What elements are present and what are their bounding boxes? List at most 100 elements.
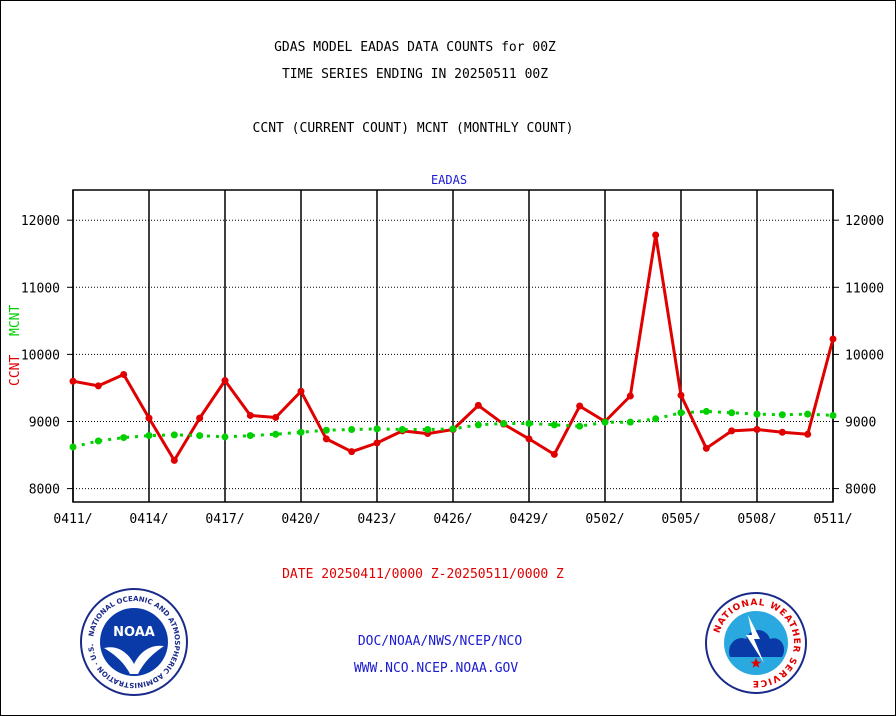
title-line-2: TIME SERIES ENDING IN 20250511 00Z — [282, 67, 548, 82]
data-point-mcnt — [677, 409, 685, 417]
data-point-mcnt — [297, 428, 305, 436]
data-point-mcnt — [424, 426, 432, 434]
y-tick-label-left: 12000 — [21, 214, 60, 229]
x-tick-label: 0420/ — [281, 512, 320, 527]
x-tick-label: 0505/ — [661, 512, 700, 527]
series — [69, 231, 837, 464]
y-tick-label-left: 11000 — [21, 281, 60, 296]
data-point-ccnt — [753, 426, 761, 434]
data-point-mcnt — [196, 432, 204, 440]
y-tick-label-left: 10000 — [21, 348, 60, 363]
x-tick-label: 0502/ — [585, 512, 624, 527]
x-tick-label: 0417/ — [205, 512, 244, 527]
data-point-mcnt — [550, 421, 558, 429]
plot-border — [72, 189, 834, 503]
org-line: DOC/NOAA/NWS/NCEP/NCO — [358, 634, 523, 649]
data-point-mcnt — [702, 407, 710, 415]
x-tick-label: 0508/ — [737, 512, 776, 527]
nws-logo-cloud-icon — [729, 630, 785, 657]
data-point-mcnt — [246, 432, 254, 440]
y-tick-label-right: 11000 — [845, 281, 884, 296]
data-point-ccnt — [196, 414, 204, 422]
data-point-ccnt — [728, 427, 736, 435]
data-point-ccnt — [69, 377, 77, 385]
data-point-ccnt — [170, 456, 178, 464]
data-point-ccnt — [322, 435, 330, 443]
data-point-ccnt — [272, 413, 280, 421]
data-point-mcnt — [829, 411, 837, 419]
data-point-mcnt — [728, 409, 736, 417]
y-tick-label-left: 8000 — [29, 483, 60, 498]
data-point-ccnt — [702, 444, 710, 452]
x-tick-label: 0426/ — [433, 512, 472, 527]
data-point-ccnt — [94, 382, 102, 390]
data-point-mcnt — [500, 419, 508, 427]
data-point-ccnt — [525, 435, 533, 443]
data-point-mcnt — [373, 425, 381, 433]
data-point-mcnt — [804, 410, 812, 418]
url-line: WWW.NCO.NCEP.NOAA.GOV — [354, 661, 519, 676]
y-tick-label-right: 12000 — [845, 214, 884, 229]
grid — [72, 190, 834, 502]
y-axis-label-group: CCNT MCNT — [8, 305, 23, 386]
y-tick-label-right: 8000 — [845, 483, 876, 498]
data-point-ccnt — [297, 387, 305, 395]
x-tick-label: 0429/ — [509, 512, 548, 527]
data-point-mcnt — [322, 426, 330, 434]
data-point-mcnt — [170, 431, 178, 439]
data-point-ccnt — [120, 371, 128, 379]
nws-logo-lightning-icon — [746, 615, 764, 663]
data-point-mcnt — [120, 434, 128, 442]
x-tick-label: 0414/ — [129, 512, 168, 527]
nws-logo-star-icon — [750, 657, 762, 668]
noaa-logo-gull-icon — [104, 645, 164, 674]
data-point-ccnt — [221, 377, 229, 385]
data-point-mcnt — [69, 443, 77, 451]
data-point-ccnt — [652, 231, 660, 239]
data-point-mcnt — [652, 415, 660, 423]
data-point-mcnt — [398, 426, 406, 434]
y-axis-label-mcnt: MCNT — [8, 305, 23, 336]
data-point-ccnt — [474, 401, 482, 409]
data-point-mcnt — [221, 433, 229, 441]
x-tick-label: 0511/ — [813, 512, 852, 527]
data-point-ccnt — [626, 392, 634, 400]
data-point-mcnt — [753, 410, 761, 418]
data-point-mcnt — [449, 425, 457, 433]
x-tick-label: 0411/ — [53, 512, 92, 527]
y-tick-label-right: 9000 — [845, 415, 876, 430]
data-point-mcnt — [525, 419, 533, 427]
data-point-ccnt — [246, 411, 254, 419]
data-point-mcnt — [272, 430, 280, 438]
data-point-ccnt — [576, 402, 584, 410]
data-point-mcnt — [94, 437, 102, 445]
data-point-ccnt — [373, 439, 381, 447]
data-point-ccnt — [550, 450, 558, 458]
data-point-ccnt — [348, 448, 356, 456]
data-point-ccnt — [804, 430, 812, 438]
data-point-ccnt — [145, 414, 153, 422]
data-point-mcnt — [778, 411, 786, 419]
data-point-ccnt — [829, 335, 837, 343]
x-tick-label: 0423/ — [357, 512, 396, 527]
data-point-ccnt — [778, 428, 786, 436]
data-point-mcnt — [145, 432, 153, 440]
y-tick-label-right: 10000 — [845, 348, 884, 363]
title-line-1: GDAS MODEL EADAS DATA COUNTS for 00Z — [274, 40, 556, 55]
noaa-logo-disc — [100, 608, 168, 676]
date-range: DATE 20250411/0000 Z-20250511/0000 Z — [282, 567, 564, 582]
noaa-logo-text: NOAA — [113, 625, 155, 640]
data-point-mcnt — [474, 421, 482, 429]
y-axis-label-ccnt: CCNT — [8, 355, 23, 386]
data-point-mcnt — [576, 422, 584, 430]
nws-logo: NATIONAL WEATHER SERVICE — [705, 592, 807, 694]
axes: 8000 8000 9000 9000 10000 10000 11000 11000 1200… — [21, 189, 884, 527]
data-point-mcnt — [601, 418, 609, 426]
noaa-logo: NATIONAL OCEANIC AND ATMOSPHERIC ADMINIS… — [80, 588, 188, 696]
title-line-3: CCNT (CURRENT COUNT) MCNT (MONTHLY COUNT… — [253, 121, 574, 136]
data-point-ccnt — [677, 391, 685, 399]
data-point-mcnt — [348, 426, 356, 434]
chart-title: EADAS — [431, 173, 467, 187]
data-point-mcnt — [626, 418, 634, 426]
